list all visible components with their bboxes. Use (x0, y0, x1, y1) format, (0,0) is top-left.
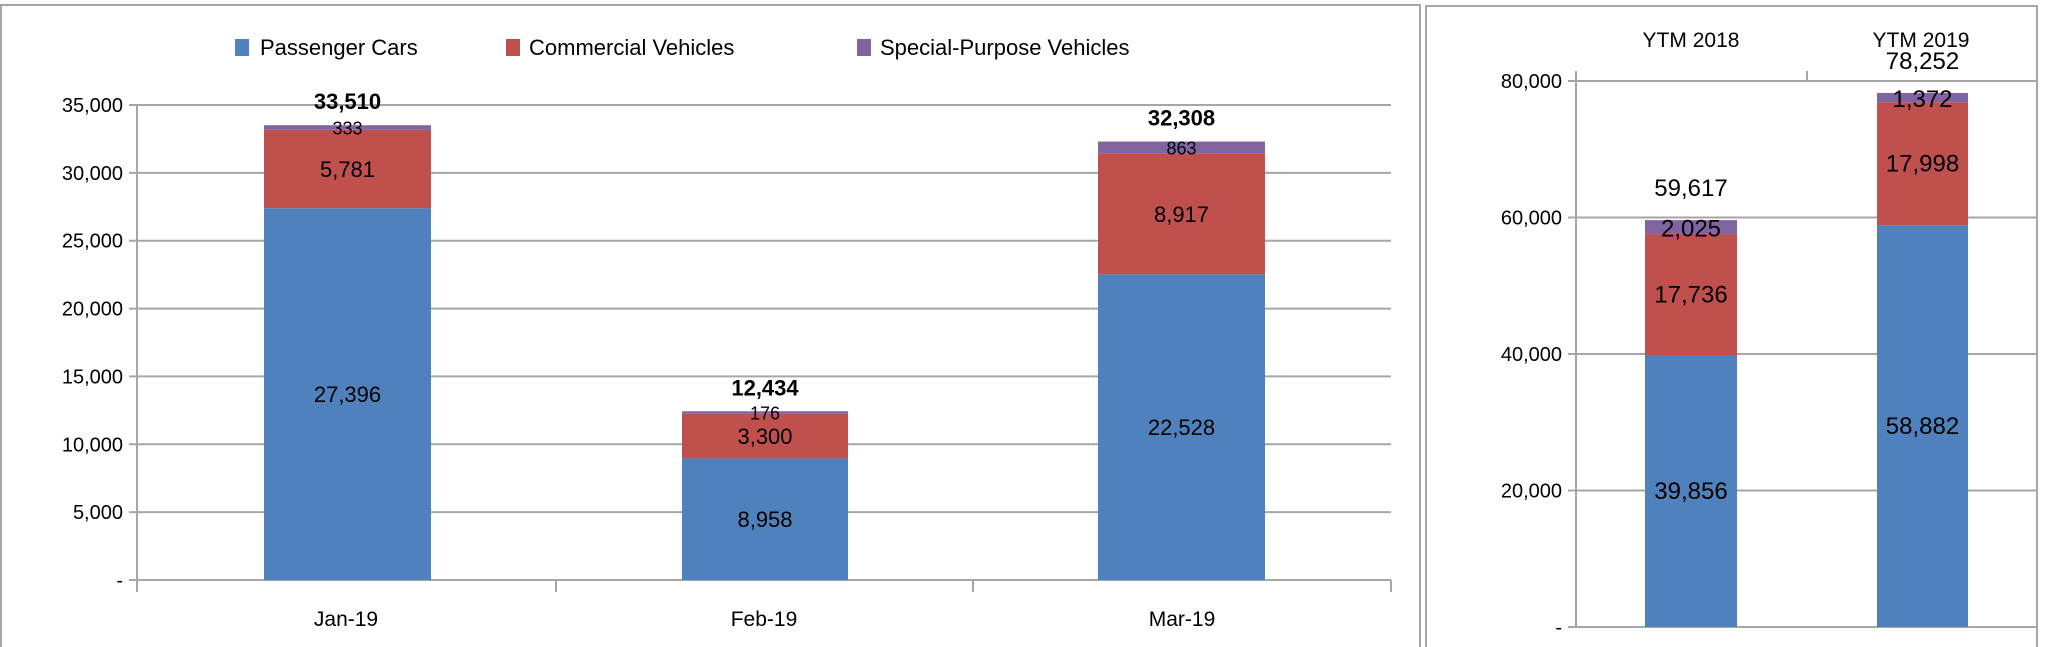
data-label: 39,856 (1654, 478, 1727, 505)
bar-segment-special-purpose-vehicles (264, 125, 431, 130)
y-tick-label: 40,000 (1501, 344, 1562, 366)
total-label: 32,308 (1148, 106, 1215, 131)
data-label: 1,372 (1892, 86, 1952, 113)
total-label: 59,617 (1654, 175, 1727, 202)
bar-segment-passenger-cars (1877, 225, 1968, 627)
data-label: 8,917 (1154, 202, 1209, 227)
y-tick-label: 35,000 (62, 95, 123, 117)
legend-label: Passenger Cars (260, 35, 418, 60)
total-label: 78,252 (1886, 48, 1959, 75)
monthly-chart: - 5,000 10,000 15,000 20,000 25,000 30,000 35,0… (62, 35, 1392, 631)
bar-segment-passenger-cars (682, 458, 848, 580)
bar-segment-commercial-vehicles (264, 129, 431, 209)
data-label: 863 (1166, 138, 1196, 158)
y-tick-label: - (116, 570, 123, 592)
y-tick-label: 5,000 (73, 502, 123, 524)
category-label: YTM 2018 (1643, 29, 1740, 52)
bar-segment-special-purpose-vehicles (1877, 92, 1968, 103)
bar-segment-special-purpose-vehicles (1645, 220, 1737, 234)
y-tick-label: 15,000 (62, 366, 123, 388)
y-tick-label: 10,000 (62, 434, 123, 456)
data-label: 22,528 (1148, 415, 1215, 440)
data-label: 27,396 (314, 382, 381, 407)
data-label: 17,736 (1654, 281, 1727, 308)
legend-swatch-passenger-cars (235, 39, 249, 56)
legend-swatch-special-purpose-vehicles (857, 39, 871, 56)
total-label: 33,510 (314, 89, 381, 114)
y-tick-label: 25,000 (62, 231, 123, 253)
data-label: 3,300 (737, 424, 792, 449)
bar-segment-commercial-vehicles (1877, 102, 1968, 226)
category-label: Mar-19 (1149, 608, 1216, 631)
category-label: Feb-19 (731, 608, 798, 631)
data-label: 58,882 (1886, 413, 1959, 440)
y-tick-label: 20,000 (62, 299, 123, 321)
data-label: 5,781 (320, 157, 375, 182)
data-label: 2,025 (1661, 215, 1721, 242)
data-label: 176 (750, 403, 780, 423)
data-label: 333 (332, 118, 362, 138)
bar-segment-passenger-cars (1098, 274, 1265, 580)
bar-segment-commercial-vehicles (1645, 233, 1737, 355)
data-label: 8,958 (737, 507, 792, 532)
category-label: YTM 2019 (1873, 29, 1970, 52)
y-tick-label: 60,000 (1501, 208, 1562, 230)
data-label: 17,998 (1886, 151, 1959, 178)
total-label: 12,434 (731, 375, 799, 400)
y-tick-label: 80,000 (1501, 71, 1562, 93)
bar-segment-commercial-vehicles (682, 413, 848, 459)
ytm-chart: - 20,000 40,000 60,000 80,000 39,856 17,736 2,0… (1501, 29, 2036, 639)
bar-segment-commercial-vehicles (1098, 153, 1265, 275)
legend-label: Special-Purpose Vehicles (880, 35, 1129, 60)
bar-segment-passenger-cars (264, 208, 431, 580)
legend-swatch-commercial-vehicles (506, 39, 520, 56)
y-tick-label: 20,000 (1501, 481, 1562, 503)
y-tick-label: - (1555, 617, 1562, 639)
bar-segment-passenger-cars (1645, 354, 1737, 627)
legend-label: Commercial Vehicles (529, 35, 734, 60)
bar-segment-special-purpose-vehicles (682, 411, 848, 414)
category-label: Jan-19 (314, 608, 378, 631)
y-tick-label: 30,000 (62, 163, 123, 185)
bar-segment-special-purpose-vehicles (1098, 141, 1265, 154)
